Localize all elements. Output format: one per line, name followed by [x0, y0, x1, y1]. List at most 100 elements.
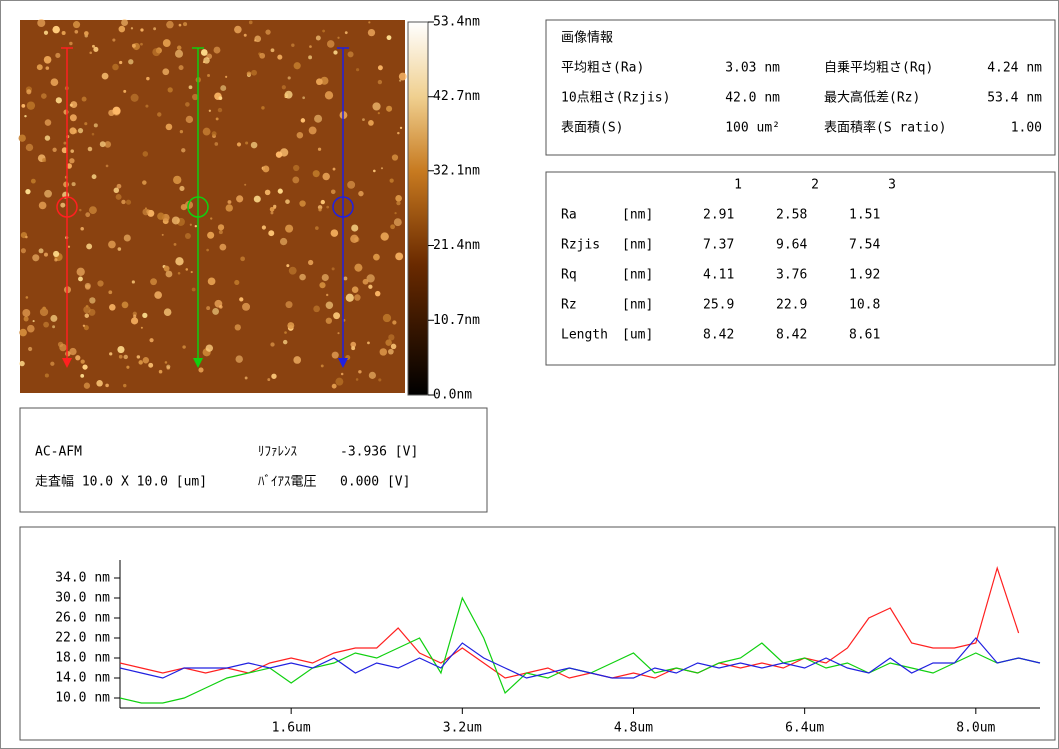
row-value: 22.9 — [776, 298, 807, 313]
grain — [83, 325, 85, 327]
info-cell: 100 um² — [725, 121, 780, 136]
grain — [62, 31, 66, 35]
grain — [236, 355, 243, 362]
grain — [45, 135, 50, 140]
grain — [358, 191, 363, 196]
grain — [33, 320, 35, 322]
grain — [207, 232, 214, 239]
grain — [297, 132, 304, 139]
grain — [225, 76, 227, 78]
grain — [185, 268, 188, 271]
grain — [394, 218, 402, 226]
y-tick-label: 18.0 nm — [55, 651, 110, 666]
grain — [89, 297, 95, 303]
grain — [143, 151, 149, 157]
grain — [372, 102, 380, 110]
row-name: Rq — [561, 268, 577, 283]
grain — [251, 142, 258, 149]
grain — [174, 243, 177, 246]
grain — [157, 213, 164, 220]
grain — [172, 217, 180, 225]
info-cell: 3.03 nm — [725, 61, 780, 76]
grain — [351, 224, 358, 231]
bias-label: ﾊﾞｲｱｽ電圧 — [258, 475, 317, 490]
grain — [70, 104, 73, 107]
grain — [378, 65, 383, 70]
grain — [117, 346, 124, 353]
image-bg — [20, 20, 405, 393]
grain — [327, 40, 335, 48]
grain — [81, 359, 85, 363]
grain — [335, 378, 343, 386]
grain — [373, 254, 380, 261]
x-tick-label: 1.6um — [272, 721, 311, 736]
grain — [28, 347, 32, 351]
grain — [331, 189, 336, 194]
grain — [273, 206, 276, 209]
grain — [198, 367, 203, 372]
grain — [362, 118, 365, 121]
grain — [219, 305, 223, 309]
grain — [244, 184, 246, 186]
grain — [214, 47, 221, 54]
afm-image — [19, 19, 407, 393]
grain — [183, 22, 187, 26]
grain — [177, 46, 182, 51]
grain — [219, 230, 223, 234]
grain — [394, 212, 396, 214]
grain — [143, 357, 149, 363]
row-unit: [nm] — [622, 298, 653, 313]
grain — [77, 268, 85, 276]
grain — [27, 101, 35, 109]
grain — [25, 189, 30, 194]
row-value: 8.61 — [849, 328, 880, 343]
grain — [326, 206, 329, 209]
grain — [133, 315, 136, 318]
grain — [383, 314, 391, 322]
grain — [321, 364, 324, 367]
grain — [181, 148, 185, 152]
grain — [212, 131, 217, 136]
grain — [318, 148, 321, 151]
grain — [88, 309, 95, 316]
grain — [80, 227, 84, 231]
grain — [285, 199, 290, 204]
grain — [240, 256, 245, 261]
grain — [121, 19, 128, 26]
grain — [146, 77, 149, 80]
grain — [85, 212, 90, 217]
grain — [94, 123, 98, 127]
conditions-box — [20, 408, 487, 512]
grain — [60, 203, 65, 208]
grain — [78, 128, 83, 133]
grain — [292, 176, 299, 183]
row-value: 9.64 — [776, 238, 807, 253]
row-unit: [um] — [622, 328, 653, 343]
grain — [108, 290, 112, 294]
grain — [352, 286, 359, 293]
grain — [159, 370, 163, 374]
grain — [356, 68, 359, 71]
x-tick-label: 6.4um — [785, 721, 824, 736]
grain — [109, 304, 116, 311]
grain — [254, 196, 261, 203]
report: 画像情報 AC-AFM 走査幅 10.0 X 10.0 [um] ﾘﾌｧﾚﾝｽ … — [0, 0, 1059, 749]
grain — [24, 115, 26, 117]
grain — [162, 234, 164, 236]
grain — [378, 80, 382, 84]
grain — [262, 166, 269, 173]
grain — [50, 362, 54, 366]
grain — [108, 110, 114, 116]
row-value: 10.8 — [849, 298, 880, 313]
y-tick-label: 14.0 nm — [55, 671, 110, 686]
grain — [70, 114, 77, 121]
grain — [267, 378, 270, 381]
grain — [140, 28, 143, 31]
column-header: 1 — [734, 178, 742, 193]
grain — [337, 37, 339, 39]
grain — [333, 50, 337, 54]
grain — [68, 246, 70, 248]
x-tick-label: 4.8um — [614, 721, 653, 736]
grain — [392, 320, 396, 324]
grain — [119, 355, 123, 359]
